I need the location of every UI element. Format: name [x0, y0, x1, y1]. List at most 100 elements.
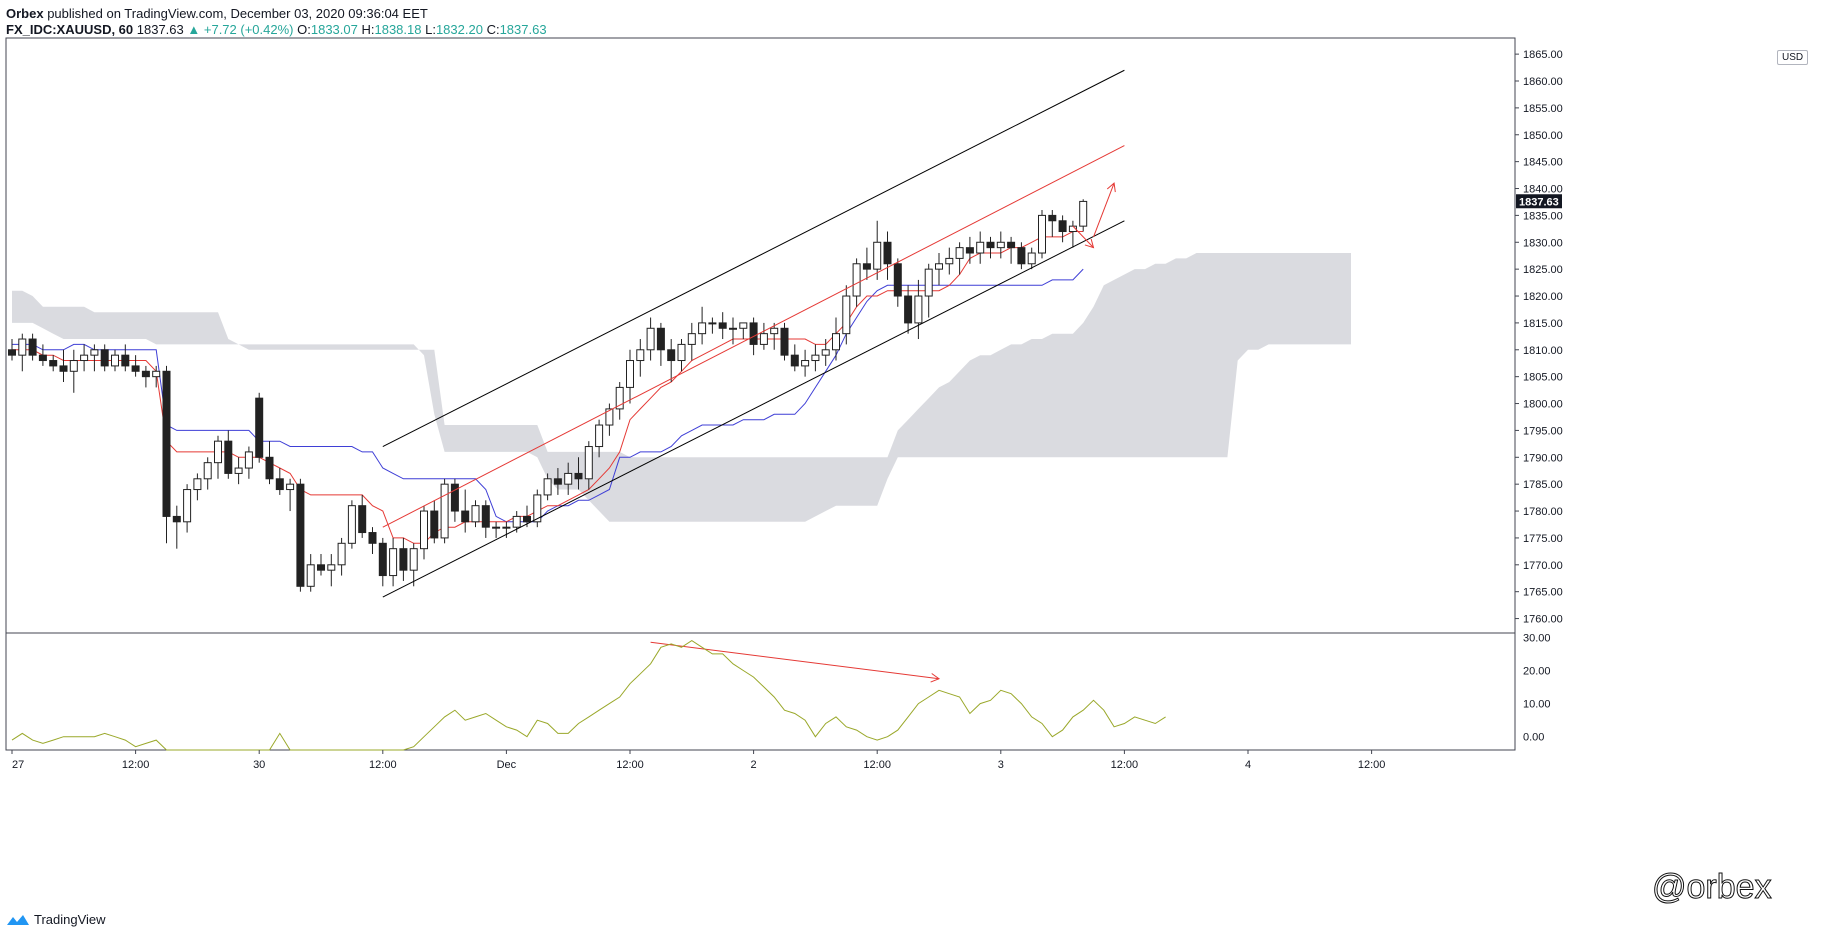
candle-body: [306, 564, 315, 587]
candle: [615, 382, 624, 420]
price-change: ▲ +7.72 (+0.42%): [187, 22, 294, 37]
candle-body: [1007, 241, 1016, 249]
time-tick-label: 4: [1245, 759, 1251, 771]
candle: [1058, 215, 1067, 243]
candle: [759, 322, 768, 350]
candle-body: [347, 505, 356, 544]
candle-body: [49, 360, 58, 367]
candle-body: [986, 241, 995, 249]
price-tick-label: 1765.00: [1523, 587, 1563, 599]
candle: [893, 258, 902, 307]
candle-body: [1017, 247, 1026, 265]
candle-body: [564, 472, 573, 485]
candle: [1068, 220, 1077, 248]
candle: [914, 279, 923, 340]
candle-body: [141, 370, 150, 378]
candle-body: [152, 370, 161, 378]
candle-body: [183, 489, 192, 523]
candle: [80, 344, 89, 372]
candle-body: [296, 483, 305, 587]
candle-body: [842, 295, 851, 335]
last-price-tag-label: 1837.63: [1519, 196, 1559, 208]
high-value: 1838.18: [374, 22, 422, 37]
osc-divergence-arrow: [650, 641, 941, 683]
candle-body: [821, 349, 830, 356]
candle: [347, 500, 356, 549]
candle-body: [924, 268, 933, 297]
candle-body: [770, 327, 779, 335]
candle-body: [461, 510, 470, 523]
candle-body: [90, 349, 99, 356]
low-label: L:: [425, 22, 436, 37]
candle: [18, 333, 27, 372]
candle-body: [553, 478, 562, 485]
candle-body: [790, 354, 799, 367]
candle-body: [1079, 200, 1088, 227]
candle: [873, 220, 882, 280]
candle: [976, 231, 985, 264]
candle: [687, 322, 696, 361]
candle: [183, 484, 192, 533]
candle: [1007, 236, 1016, 264]
price-tick-label: 1825.00: [1523, 264, 1563, 276]
candle-body: [275, 478, 284, 491]
candle-body: [244, 451, 253, 469]
candle: [996, 231, 1005, 259]
candle-body: [873, 241, 882, 270]
price-tick-label: 1780.00: [1523, 506, 1563, 518]
channel-upper-line: [382, 69, 1125, 447]
candle: [832, 317, 840, 361]
oscillator-pane: [11, 640, 1166, 751]
candle: [358, 494, 367, 538]
candle: [399, 537, 408, 581]
osc-tick-label: 30.00: [1523, 632, 1551, 644]
time-tick-label: 30: [253, 759, 265, 771]
candle-body: [420, 510, 428, 550]
candle: [59, 349, 68, 383]
candle: [801, 349, 810, 377]
arrow-down: [1072, 225, 1095, 249]
tradingview-footer[interactable]: TradingView: [6, 912, 106, 927]
candle: [255, 392, 264, 463]
candle: [378, 537, 387, 587]
candle-body: [626, 360, 634, 388]
candle-body: [502, 526, 511, 529]
candle: [626, 349, 634, 404]
candle-body: [759, 333, 768, 345]
symbol-info: FX_IDC:XAUUSD, 60 1837.63 ▲ +7.72 (+0.42…: [6, 22, 547, 37]
candle: [244, 446, 253, 479]
candle: [533, 489, 542, 528]
channel-lower-line: [382, 220, 1125, 598]
candle-body: [976, 241, 985, 254]
candle-body: [945, 257, 954, 265]
candle: [69, 349, 78, 393]
candle-body: [667, 349, 676, 362]
annotations: [650, 182, 1116, 683]
candle: [698, 306, 707, 345]
candle: [986, 236, 995, 259]
currency-badge[interactable]: USD: [1777, 50, 1809, 65]
candle-body: [481, 505, 490, 528]
candle-body: [698, 322, 707, 335]
time-tick-label: Dec: [497, 759, 517, 771]
candles[interactable]: [8, 199, 1088, 592]
candle-body: [80, 354, 89, 362]
candle-body: [337, 542, 346, 566]
time-tick-label: 12:00: [122, 759, 150, 771]
candle-body: [574, 472, 583, 480]
candle: [955, 242, 964, 275]
candle-body: [358, 505, 367, 534]
candle-body: [471, 505, 480, 523]
candle: [924, 263, 933, 318]
candle-body: [801, 360, 810, 367]
candle-body: [1048, 214, 1057, 222]
time-tick-label: 12:00: [1358, 759, 1386, 771]
candle-body: [595, 424, 604, 448]
candle-body: [708, 322, 717, 325]
candle-body: [389, 548, 398, 577]
trend-channel[interactable]: [382, 69, 1125, 598]
candle: [862, 247, 871, 280]
candle: [945, 247, 954, 275]
candle-body: [883, 241, 892, 265]
